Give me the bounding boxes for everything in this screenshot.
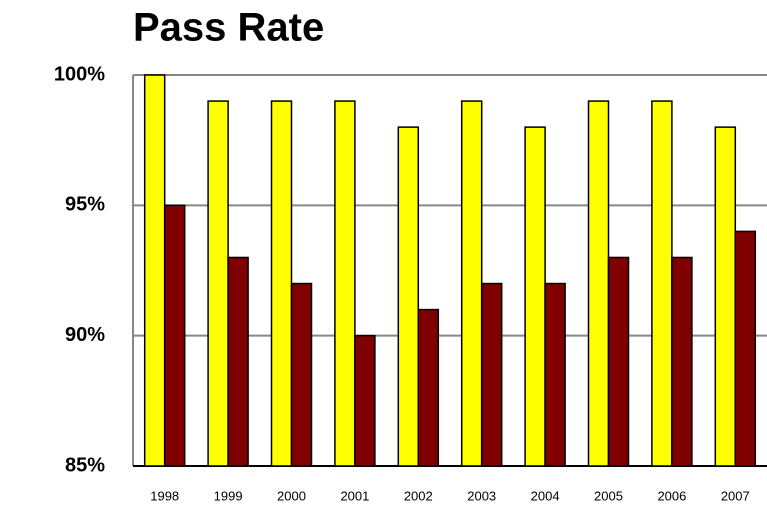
bar [480,282,503,467]
x-tick-label: 2004 [531,488,560,503]
x-tick-label: 1999 [214,488,243,503]
x-tick-label: 1998 [150,488,179,503]
bar [524,126,546,467]
bar [397,126,420,467]
bar [290,282,313,467]
bar [587,100,610,467]
y-tick-label: 85% [65,454,105,476]
y-tick-label: 95% [65,194,105,216]
bar [354,334,376,467]
bar [734,230,757,467]
bar [544,282,566,467]
x-tick-label: 2005 [594,488,623,503]
bar [334,100,356,467]
bar [460,100,483,467]
bar [207,100,229,467]
bar [714,126,737,467]
x-tick-label: 2007 [721,488,750,503]
bar [607,256,630,467]
x-tick-label: 2002 [404,488,433,503]
x-tick-label: 2003 [467,488,496,503]
bar [227,256,249,467]
y-tick-label: 100% [54,63,105,85]
y-tick-label: 90% [65,324,105,346]
bar [143,74,166,467]
bar [671,256,693,467]
bar [417,308,440,467]
chart-title: Pass Rate [133,6,324,50]
x-tick-label: 2006 [657,488,686,503]
bar [163,204,186,467]
x-tick-label: 2001 [340,488,369,503]
x-tick-label: 2000 [277,488,306,503]
bar [270,100,293,467]
bar [651,100,673,467]
